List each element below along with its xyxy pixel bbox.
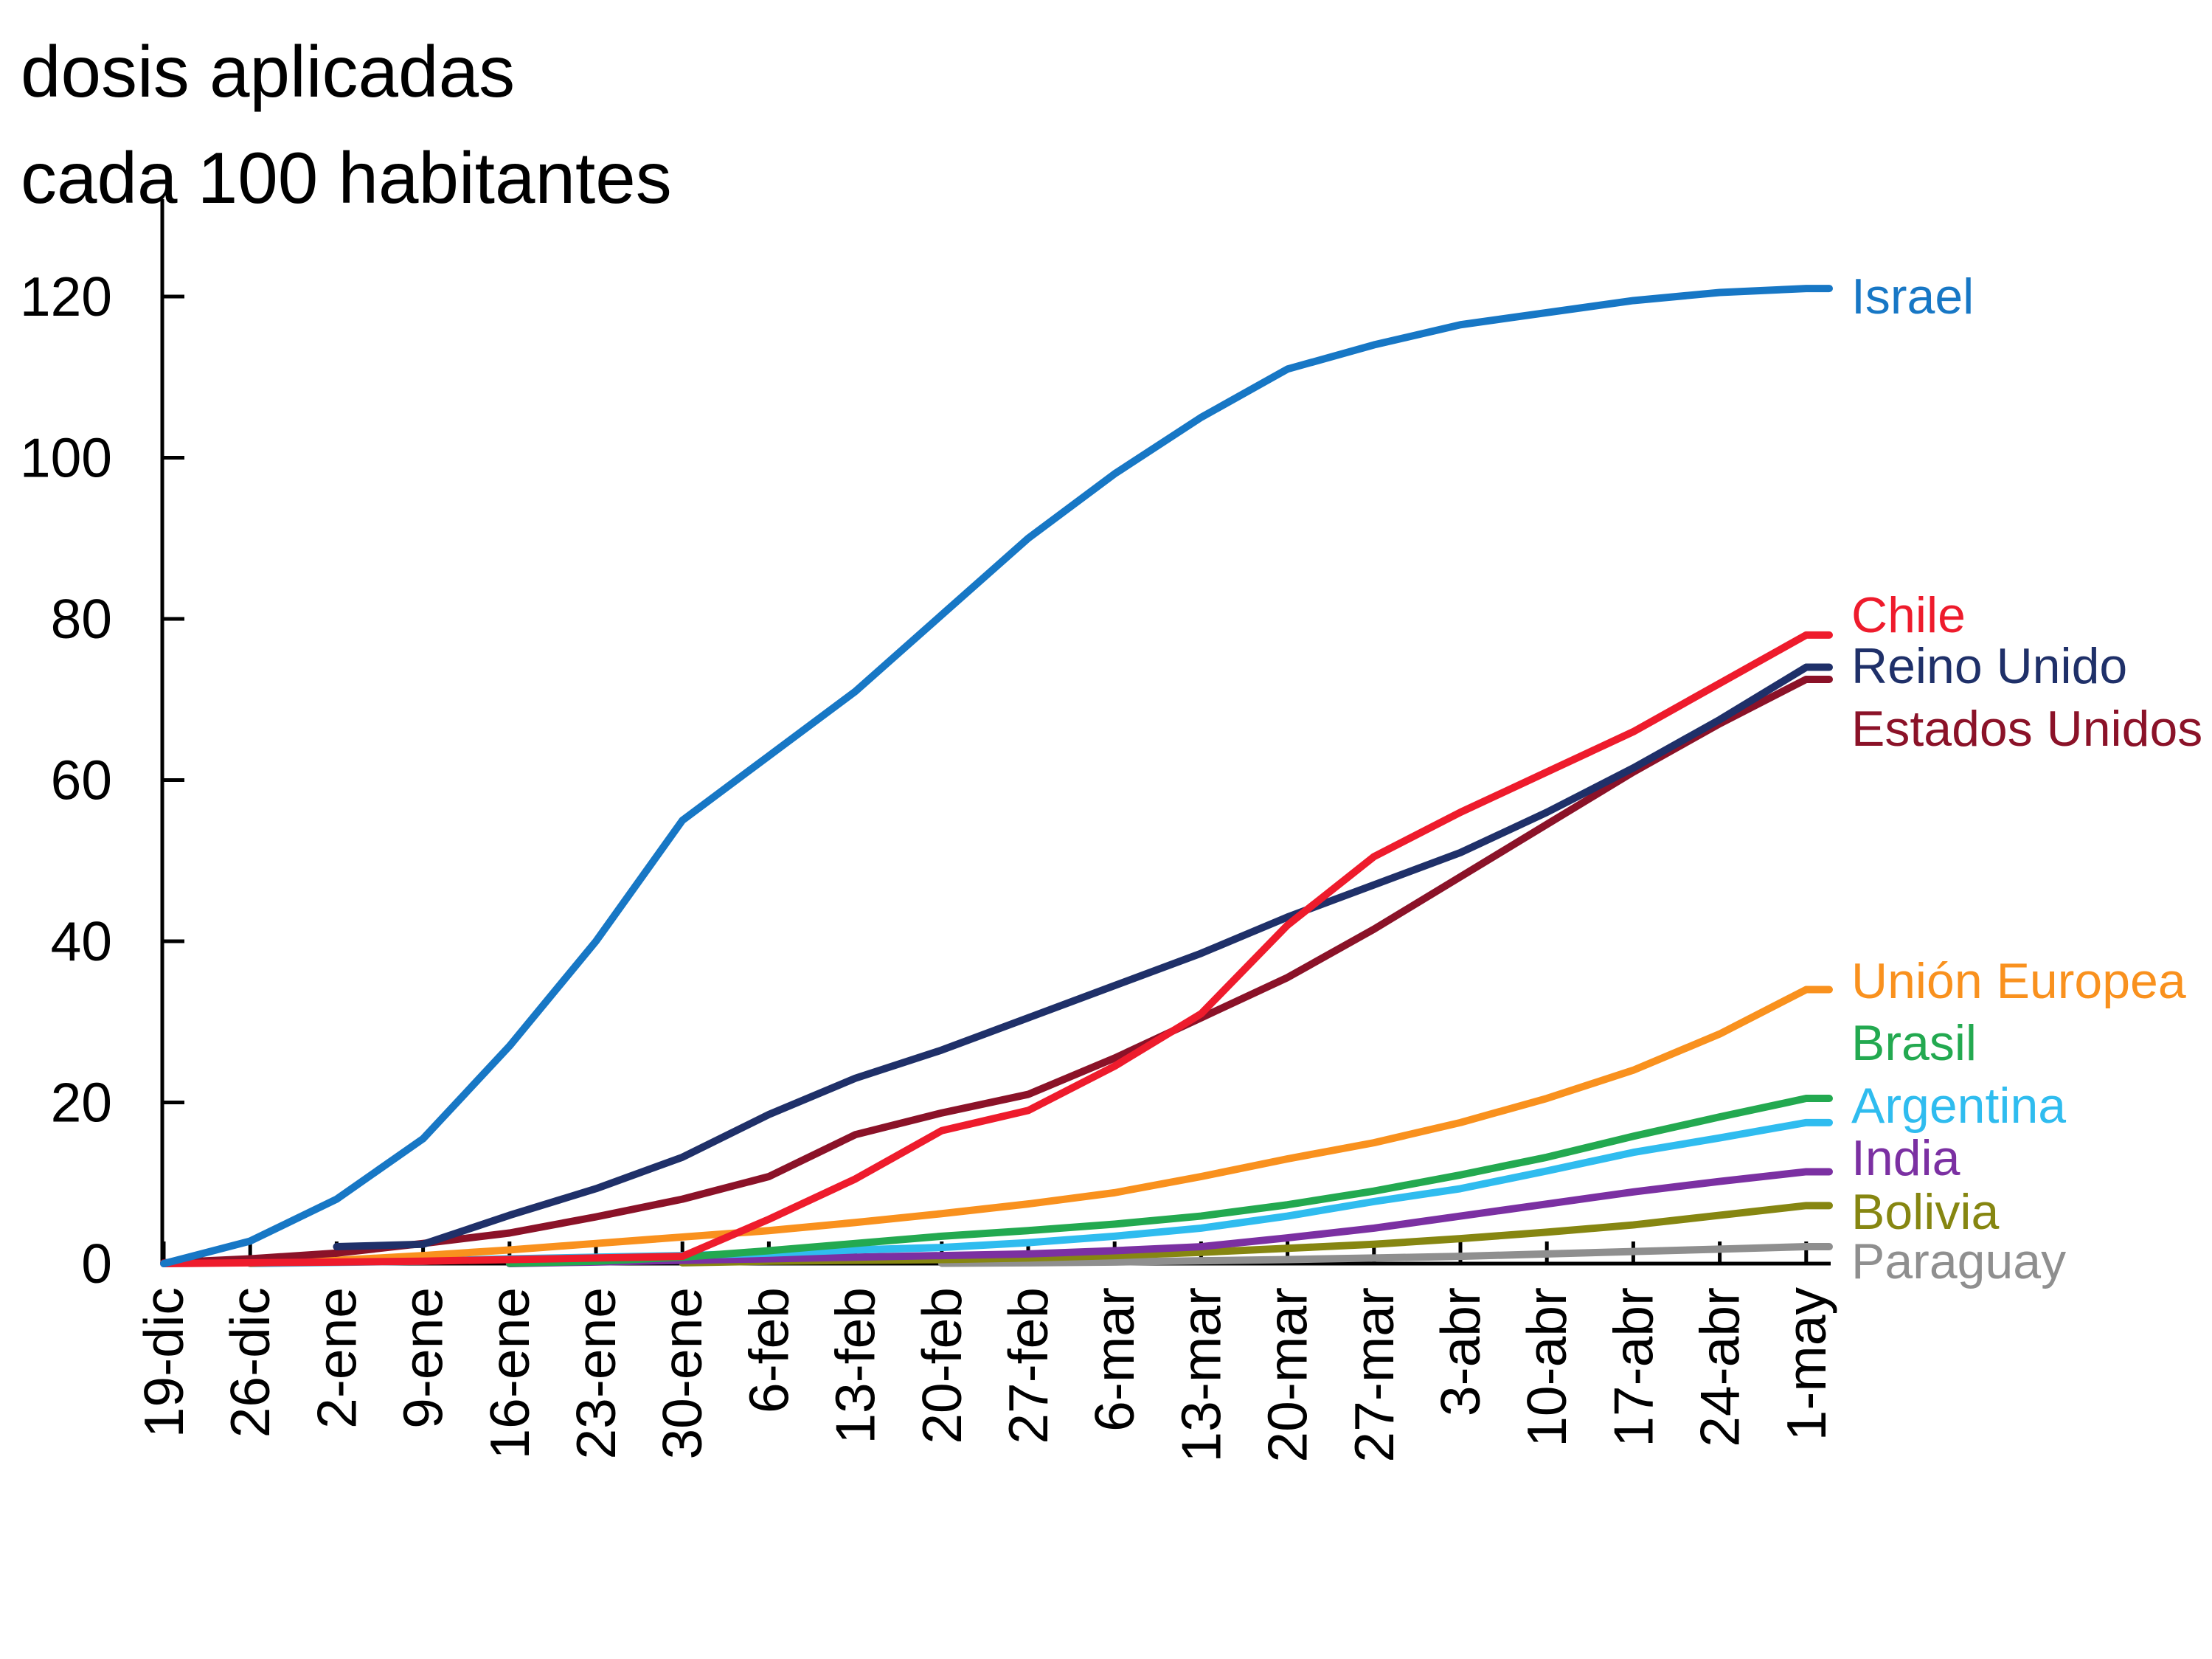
series-label-estados-unidos: Estados Unidos [1851,701,2202,757]
series-line-india [505,1168,1833,1267]
x-axis-tick-label-26-dic: 26-dic [219,1287,281,1438]
series-line-paraguay [937,1243,1833,1267]
y-axis-tick-label-100: 100 [20,427,112,489]
x-axis-tick-label-6-mar: 6-mar [1084,1287,1145,1432]
x-axis-tick-label-13-mar: 13-mar [1170,1287,1232,1463]
series-label-bolivia: Bolivia [1851,1184,1999,1240]
x-axis-tick-label-20-feb: 20-feb [911,1287,973,1444]
x-axis-tick-label-23-ene: 23-ene [565,1287,627,1460]
x-axis-tick-label-27-mar: 27-mar [1343,1287,1405,1463]
x-axis-tick-label-24-abr: 24-abr [1689,1287,1751,1447]
x-axis-tick-label-17-abr: 17-abr [1602,1287,1664,1447]
y-axis-tick-label-0: 0 [81,1233,112,1295]
x-axis-tick-label-10-abr: 10-abr [1516,1287,1578,1447]
series-label-paraguay: Paraguay [1851,1233,2066,1289]
x-axis-tick-label-3-abr: 3-abr [1429,1287,1491,1416]
x-axis-tick-label-27-feb: 27-feb [997,1287,1059,1444]
y-axis-tick-label-80: 80 [51,588,112,650]
y-axis-tick-label-20: 20 [51,1072,112,1134]
axes-layer: 0 20 40 60 80 100 120 19-dic 26-dic 2-ene 9-ene 16-… [20,199,1837,1463]
series-label-union-europea: Unión Europea [1851,953,2186,1009]
series-label-india: India [1851,1130,1960,1186]
x-axis-tick-label-19-dic: 19-dic [133,1287,195,1438]
series-label-reino-unido: Reino Unido [1851,638,2127,694]
x-axis-tick-label-6-feb: 6-feb [738,1287,800,1413]
series-label-brasil: Brasil [1851,1015,1977,1071]
x-axis-tick-label-1-may: 1-may [1775,1287,1837,1441]
series-label-chile: Chile [1851,587,1966,643]
x-axis-tick-label-30-ene: 30-ene [651,1287,713,1460]
series-line-estados-unidos [160,675,1833,1267]
y-axis-tick-label-60: 60 [51,749,112,811]
x-axis-tick-label-20-mar: 20-mar [1257,1287,1319,1463]
series-line-chile [160,631,1833,1267]
chart-title-line2: cada 100 habitantes [21,137,672,218]
series-line-israel [160,285,1833,1267]
series-label-israel: Israel [1851,269,1974,325]
series-label-argentina: Argentina [1851,1078,2066,1134]
x-axis-tick-label-2-ene: 2-ene [305,1287,367,1429]
series-line-reino-unido [333,663,1833,1251]
y-axis-tick-label-120: 120 [20,266,112,328]
series-line-union-europea [246,986,1833,1267]
chart-title-line1: dosis aplicadas [21,31,515,112]
x-axis-tick-label-16-ene: 16-ene [479,1287,541,1460]
y-axis-tick-label-40: 40 [51,910,112,972]
series-line-brasil [505,1095,1833,1267]
series-layer [160,285,1833,1267]
x-axis-tick-label-13-feb: 13-feb [825,1287,887,1444]
x-axis-tick-label-9-ene: 9-ene [392,1287,454,1429]
